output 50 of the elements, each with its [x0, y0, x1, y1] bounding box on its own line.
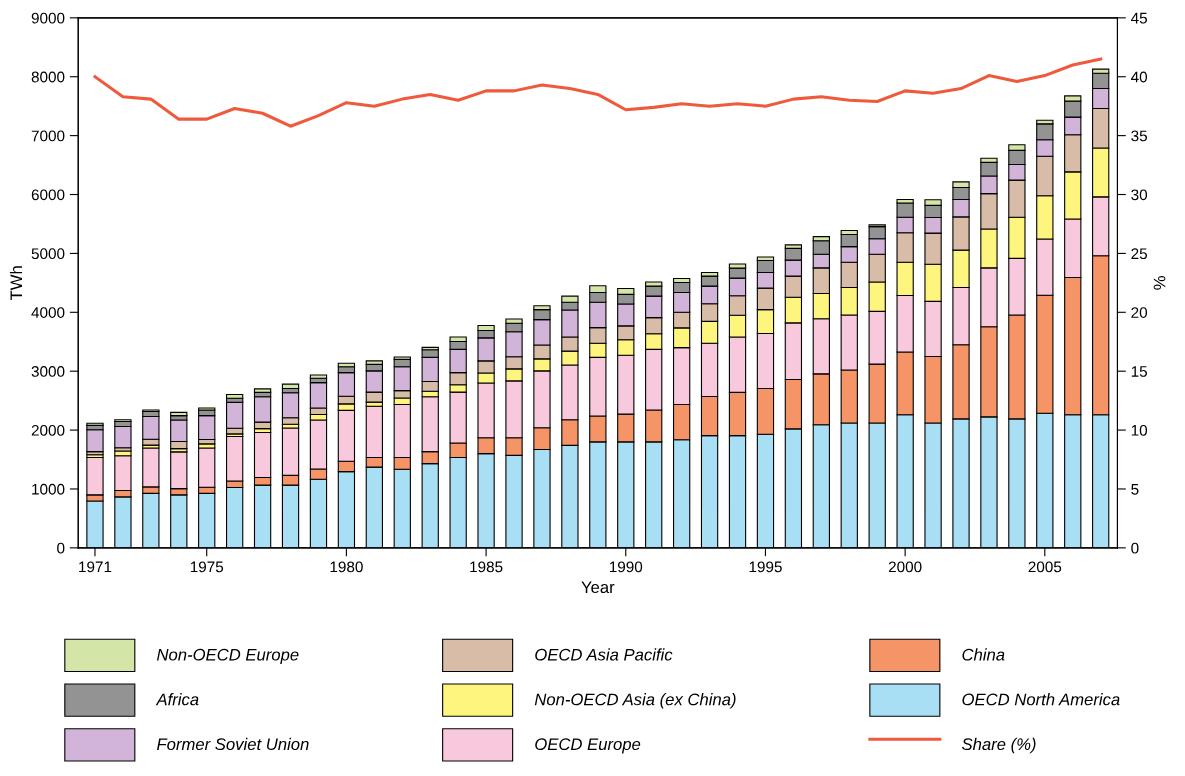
x-tick-label: 1995 — [749, 561, 782, 573]
y2-tick-label: 25 — [1131, 248, 1147, 260]
y-tick-label: 2000 — [31, 424, 65, 436]
y-tick-label: 4000 — [31, 307, 65, 318]
legend-label: Non-OECD Europe — [157, 648, 299, 664]
y2-tick-label: 45 — [1131, 12, 1147, 24]
bar — [86, 422, 104, 426]
line-series — [93, 57, 1103, 128]
bar — [198, 415, 216, 441]
y-tick-label: 9000 — [31, 12, 65, 24]
x-tick-label: 1980 — [330, 561, 363, 573]
x-axis-title: Year — [581, 581, 615, 594]
legend-label: Africa — [155, 693, 199, 706]
y2-tick-label: 30 — [1131, 189, 1148, 201]
x-tick-label: 2000 — [888, 561, 922, 573]
y-tick-label: 7000 — [31, 130, 65, 142]
y-tick-label: 3000 — [31, 366, 65, 377]
bar — [253, 388, 272, 393]
y2-tick-label: 20 — [1131, 307, 1148, 318]
x-tick-label: 1971 — [79, 561, 112, 573]
legend-label: Non-OECD Asia (ex China) — [534, 693, 736, 709]
bar — [225, 393, 244, 399]
x-tick-label: 2005 — [1028, 561, 1062, 573]
y2-tick-label: 35 — [1131, 130, 1147, 142]
bar — [114, 425, 132, 449]
x-tick-label: 1975 — [190, 561, 224, 573]
legend-label: Share (%) — [961, 737, 1036, 754]
y-tick-label: 6000 — [31, 189, 65, 201]
y-tick-label: 5000 — [31, 248, 65, 260]
bar — [281, 383, 300, 390]
y2-axis-title: % — [1153, 276, 1166, 290]
y-axis-title: TWh — [9, 266, 23, 301]
legend-label: China — [962, 648, 1005, 661]
legend-label: OECD Asia Pacific — [535, 648, 673, 661]
y-tick-label: 8000 — [31, 71, 65, 83]
legend-label: Former Soviet Union — [157, 737, 309, 751]
y-tick-label: 1000 — [32, 483, 65, 495]
y2-tick-label: 5 — [1131, 483, 1139, 495]
legend-label: OECD North America — [962, 693, 1120, 706]
x-tick-label: 1990 — [609, 561, 643, 573]
y2-tick-label: 10 — [1131, 424, 1148, 436]
bar — [86, 429, 104, 453]
y2-tick-label: 0 — [1131, 542, 1139, 554]
bar — [170, 411, 188, 417]
x-tick-label: 1985 — [470, 561, 503, 573]
y-tick-label: 0 — [57, 542, 65, 554]
y2-tick-label: 15 — [1131, 366, 1147, 377]
bar — [309, 374, 328, 379]
y2-tick-label: 40 — [1131, 71, 1148, 83]
legend-label: OECD Europe — [535, 738, 641, 754]
